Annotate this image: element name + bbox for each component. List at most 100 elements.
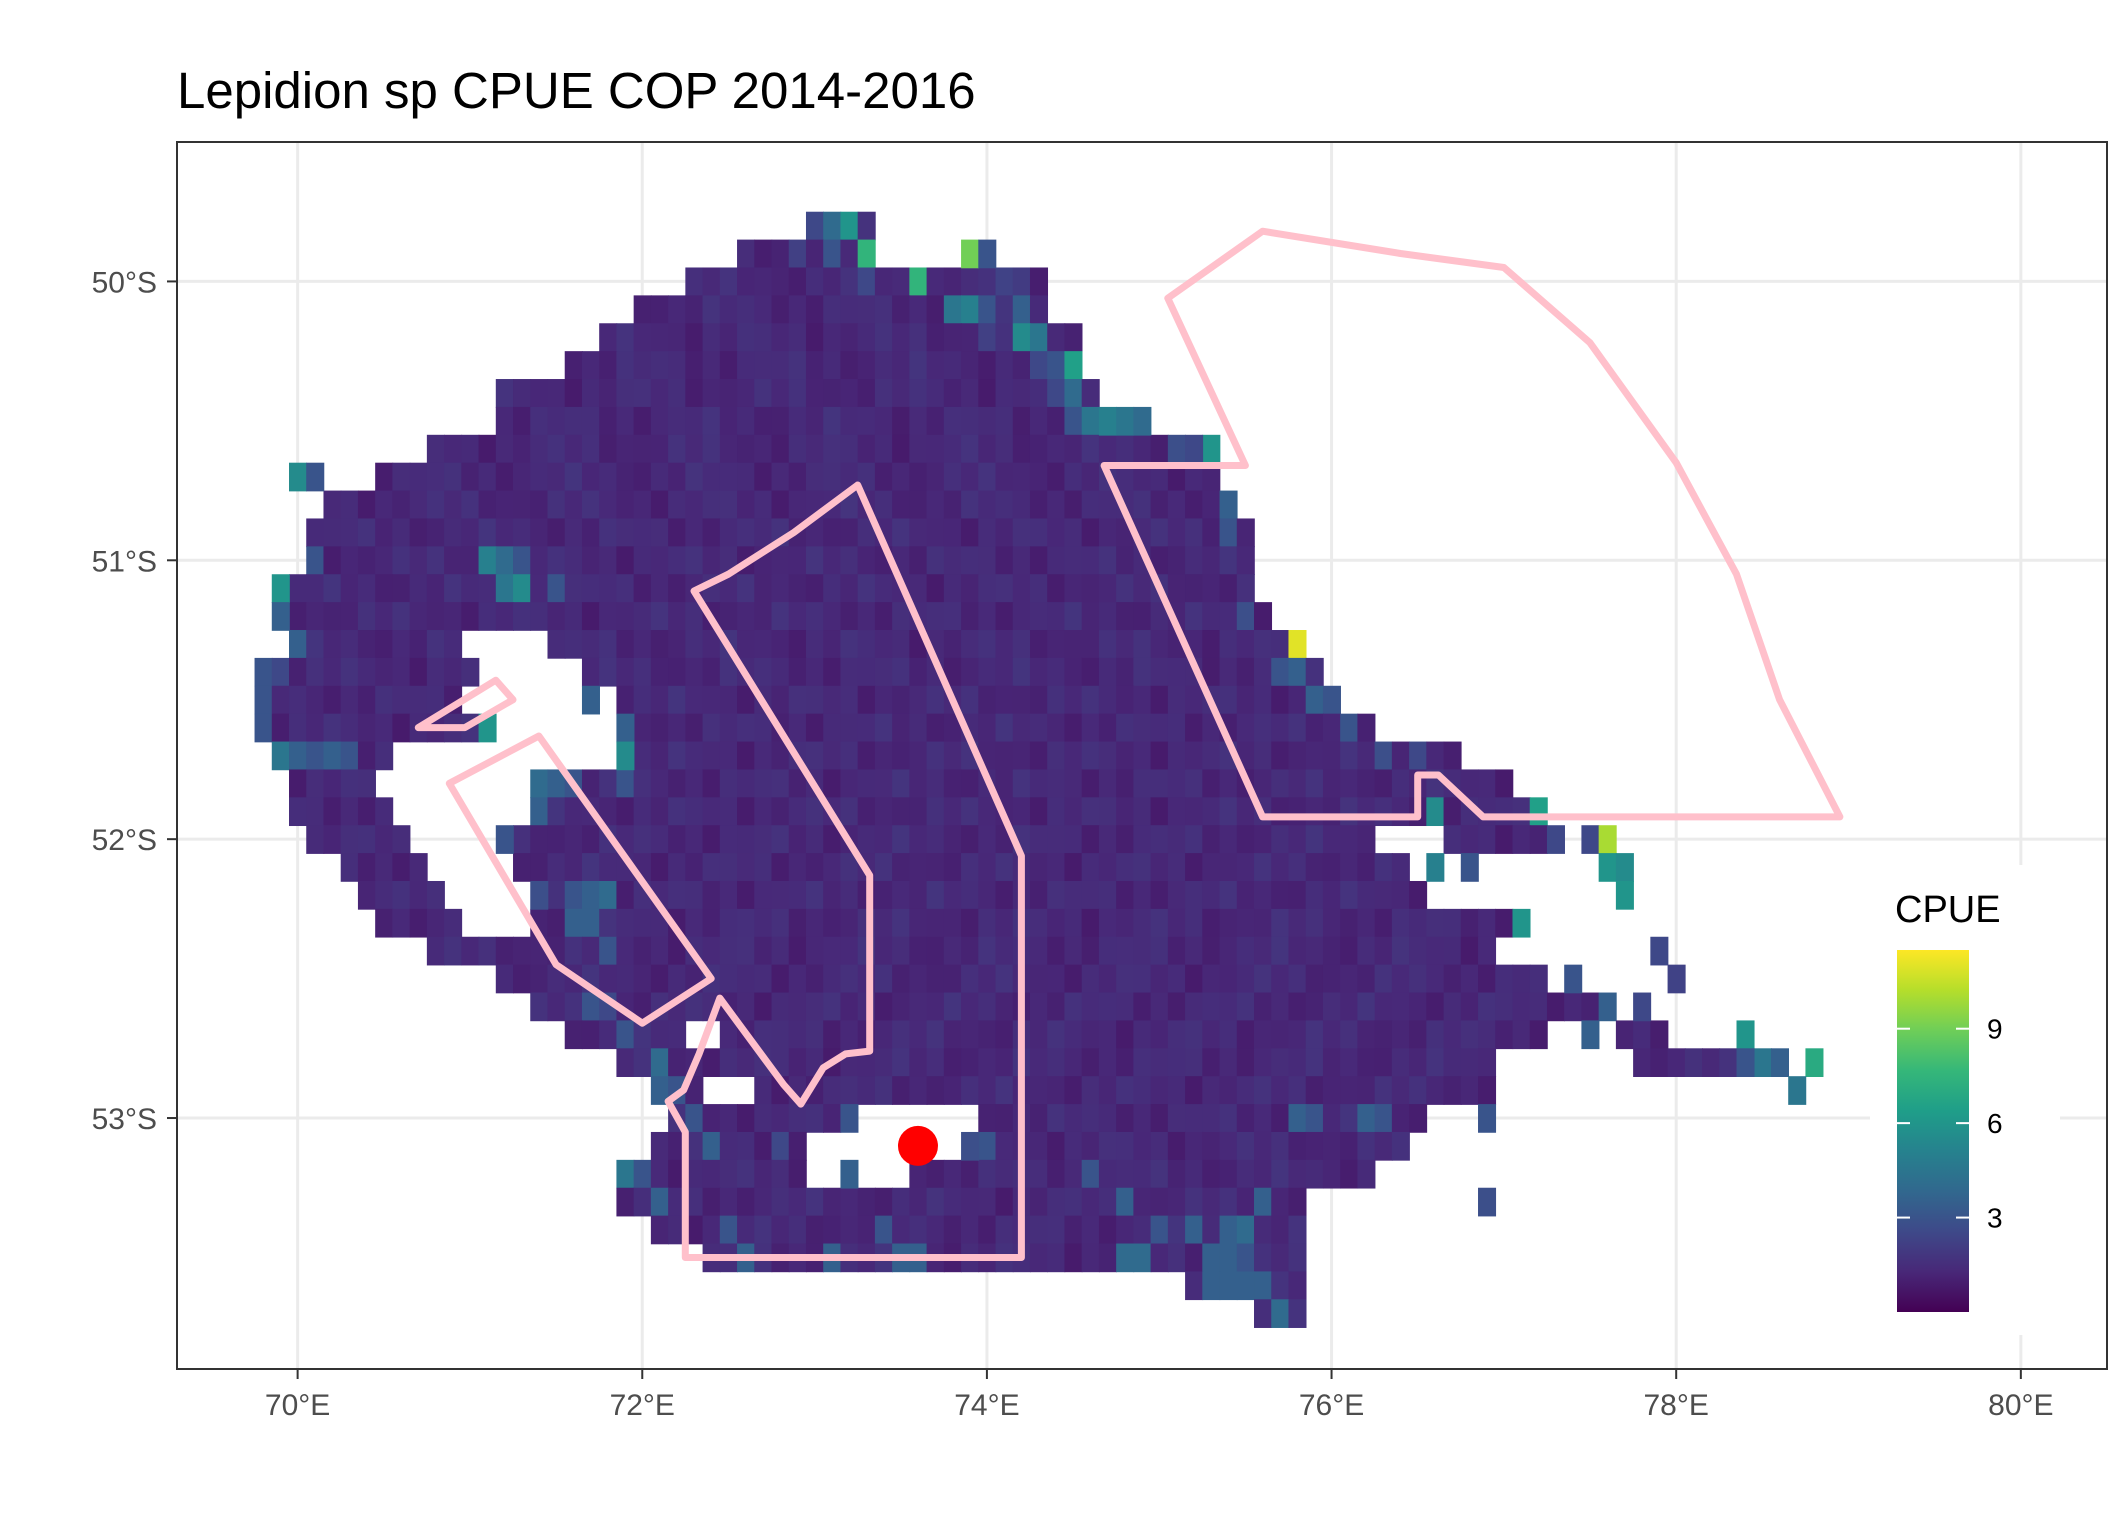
cpue-cell <box>788 406 807 436</box>
cpue-cell <box>857 295 876 325</box>
cpue-cell <box>771 574 790 603</box>
cpue-cell <box>702 546 721 576</box>
cpue-cell <box>874 853 893 882</box>
cpue-cell <box>702 741 721 771</box>
cpue-cell <box>1288 992 1307 1022</box>
cpue-cell <box>392 574 411 603</box>
cpue-cell <box>857 574 876 603</box>
cpue-cell <box>1047 379 1066 408</box>
cpue-cell <box>1116 880 1135 910</box>
cpue-cell <box>702 769 721 799</box>
cpue-cell <box>909 657 928 687</box>
cpue-cell <box>719 908 738 938</box>
cpue-cell <box>926 295 945 325</box>
cpue-cell <box>1202 657 1221 687</box>
cpue-cell <box>1185 1076 1204 1105</box>
cpue-cell <box>633 741 652 771</box>
cpue-cell <box>1512 992 1531 1022</box>
cpue-cell <box>754 1020 773 1050</box>
cpue-cell <box>788 574 807 603</box>
cpue-cell <box>788 685 807 715</box>
cpue-cell <box>1116 434 1135 464</box>
cpue-cell <box>375 462 394 492</box>
cpue-cell <box>495 546 514 576</box>
cpue-cell <box>1064 1048 1083 1077</box>
cpue-cell <box>1064 685 1083 715</box>
cpue-cell <box>978 351 997 380</box>
cpue-cell <box>650 351 669 380</box>
cpue-cell <box>805 239 825 269</box>
cpue-cell <box>943 657 962 687</box>
cpue-cell <box>581 825 600 854</box>
cpue-cell <box>1029 1159 1049 1189</box>
cpue-cell <box>513 379 532 408</box>
cpue-cell <box>1081 1215 1100 1245</box>
cpue-cell <box>1340 880 1359 910</box>
cpue-cell <box>668 630 687 659</box>
cpue-cell <box>737 351 756 380</box>
cpue-cell <box>685 1104 704 1133</box>
cpue-cell <box>306 685 325 715</box>
cpue-cell <box>581 1020 600 1050</box>
cpue-cell <box>1495 908 1514 938</box>
cpue-cell <box>1150 685 1169 715</box>
cpue-cell <box>1185 880 1204 910</box>
cpue-cell <box>1426 936 1445 966</box>
cpue-cell <box>805 1187 825 1217</box>
cpue-cell <box>1116 1076 1135 1105</box>
cpue-cell <box>1047 434 1066 464</box>
cpue-cell <box>1426 992 1445 1022</box>
cpue-cell <box>444 936 463 966</box>
cpue-cell <box>564 379 583 408</box>
cpue-cell <box>547 518 566 548</box>
cpue-cell <box>771 769 790 799</box>
cpue-cell <box>1116 713 1135 743</box>
cpue-cell <box>1322 1020 1341 1050</box>
cpue-cell <box>685 379 704 408</box>
cpue-cell <box>633 546 652 576</box>
cpue-cell <box>788 1215 807 1245</box>
cpue-cell <box>1753 1048 1772 1077</box>
cpue-cell <box>823 1215 842 1245</box>
cpue-cell <box>1167 434 1186 464</box>
cpue-cell <box>719 267 738 297</box>
cpue-cell <box>1167 964 1186 994</box>
cpue-cell <box>1047 1187 1066 1217</box>
cpue-cell <box>1167 908 1186 938</box>
cpue-cell <box>599 657 618 687</box>
cpue-cell <box>547 797 566 827</box>
cpue-cell <box>754 490 773 520</box>
cpue-cell <box>1029 574 1049 603</box>
cpue-cell <box>633 295 652 325</box>
cpue-cell <box>650 853 669 882</box>
cpue-cell <box>1185 1215 1204 1245</box>
cpue-cell <box>1271 1243 1290 1273</box>
cpue-cell <box>1150 1020 1169 1050</box>
cpue-cell <box>840 657 859 687</box>
cpue-cell <box>874 1215 893 1245</box>
cpue-cell <box>1047 992 1066 1022</box>
cpue-cell <box>771 685 790 715</box>
cpue-cell <box>1029 406 1049 436</box>
cpue-cell <box>823 518 842 548</box>
cpue-cell <box>1478 992 1497 1022</box>
cpue-cell <box>668 434 687 464</box>
cpue-cell <box>564 434 583 464</box>
cpue-cell <box>1426 741 1445 771</box>
cpue-cell <box>737 602 756 631</box>
cpue-cell <box>1288 825 1307 854</box>
cpue-cell <box>995 657 1014 687</box>
cpue-cell <box>1512 1020 1531 1050</box>
cpue-cell <box>633 825 652 854</box>
cpue-cell <box>530 574 549 603</box>
cpue-cell <box>1029 769 1049 799</box>
cpue-cell <box>668 936 687 966</box>
cpue-cell <box>1081 741 1100 771</box>
cpue-cell <box>874 936 893 966</box>
cpue-cell <box>530 964 549 994</box>
cpue-cell <box>892 853 911 882</box>
cpue-cell <box>271 685 290 715</box>
cpue-cell <box>1271 685 1290 715</box>
cpue-cell <box>1012 351 1031 380</box>
cpue-cell <box>1047 769 1066 799</box>
